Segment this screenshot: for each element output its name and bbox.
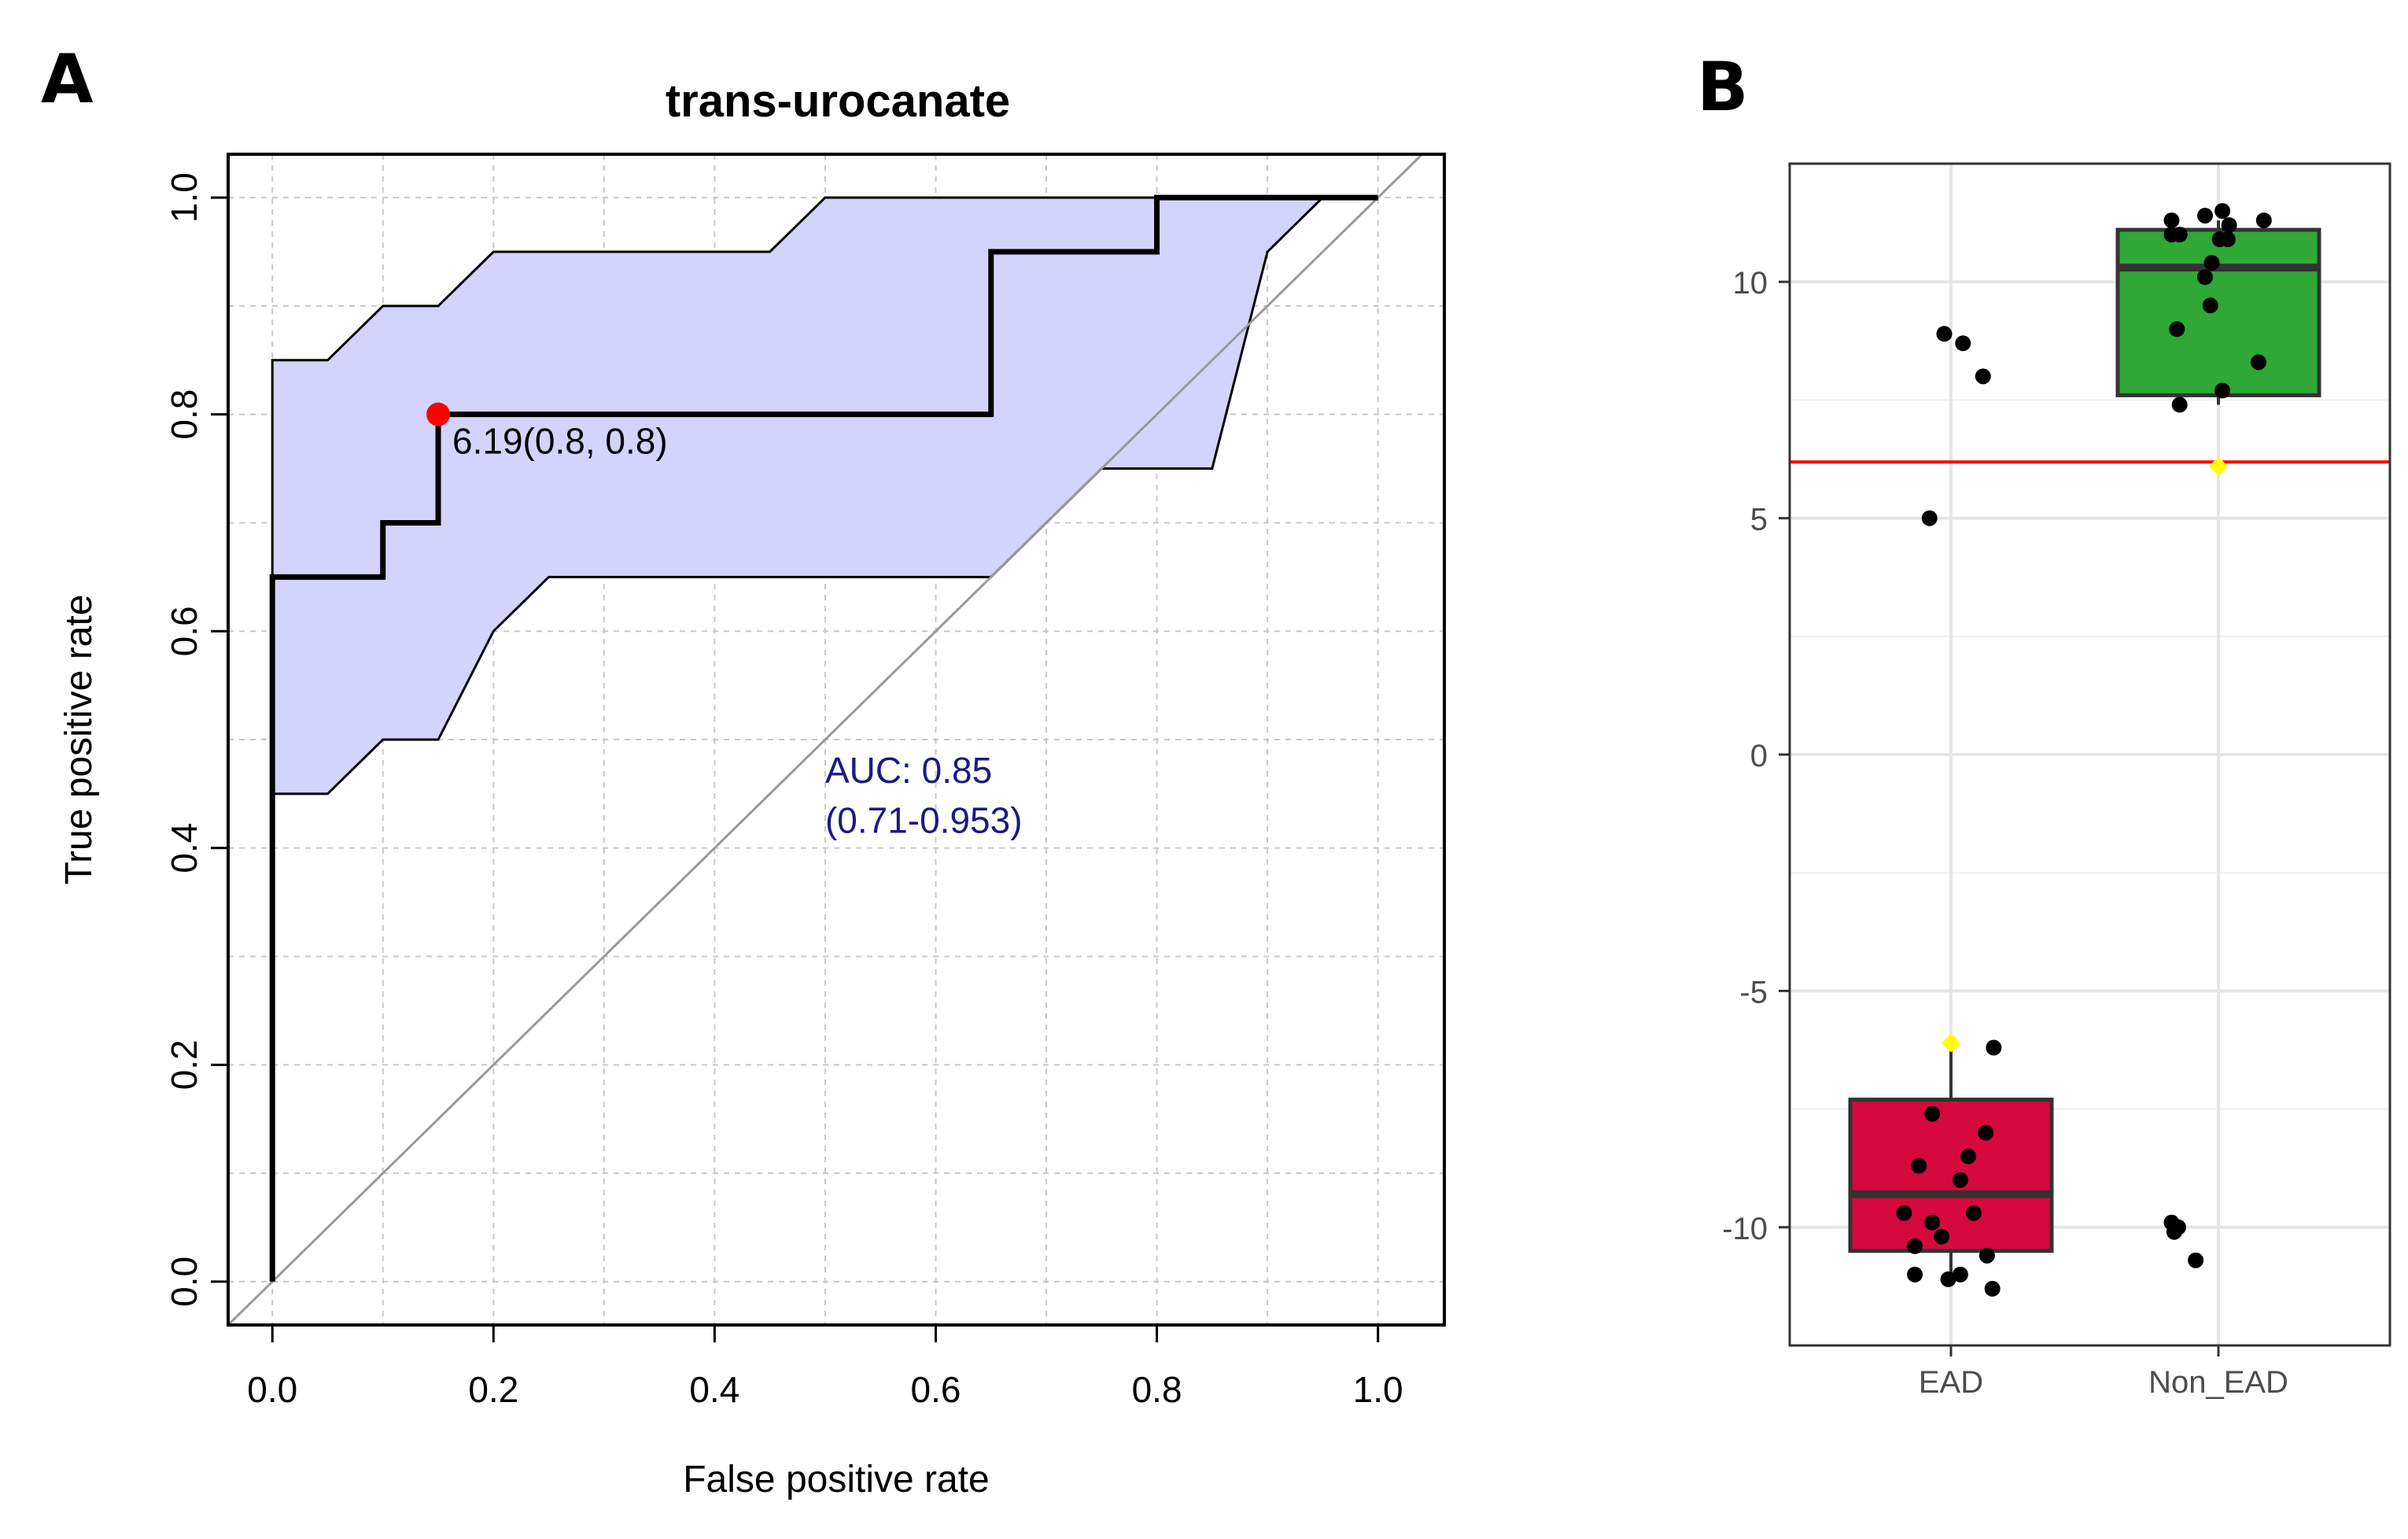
roc-x-tick-label: 0.2 xyxy=(468,1369,518,1410)
boxplot-x-axis: EAD Non_EAD xyxy=(1919,1345,2288,1400)
boxplot-point xyxy=(1907,1266,1923,1282)
boxplot-point xyxy=(1952,1172,1968,1188)
boxplot-y-tick-label: 10 xyxy=(1733,266,1768,301)
boxplot-point xyxy=(2188,1252,2204,1268)
boxplot-point xyxy=(1978,1247,1995,1264)
roc-x-axis-label: False positive rate xyxy=(683,1459,990,1500)
boxplot-x-tick-label: Non_EAD xyxy=(2148,1365,2288,1400)
panel-a-letter: A xyxy=(41,40,94,119)
roc-x-tick-label: 0.6 xyxy=(911,1369,961,1410)
boxplot-point xyxy=(2251,354,2266,371)
boxplot-point xyxy=(1921,510,1938,526)
boxplot-point xyxy=(1940,1271,1956,1287)
boxplot-point xyxy=(2171,397,2188,413)
boxplot-point xyxy=(1952,1266,1968,1282)
boxplot-y-axis: -10 -5 0 5 10 xyxy=(1722,266,1790,1246)
boxplot-point xyxy=(2197,269,2213,286)
boxplot-box-non-ead xyxy=(2115,227,2321,397)
boxplot-point xyxy=(1896,1205,1912,1221)
boxplot-point xyxy=(1984,1280,2001,1297)
boxplot-point xyxy=(2203,255,2220,271)
boxplot-y-tick-label: -10 xyxy=(1722,1212,1768,1246)
boxplot-point xyxy=(1936,326,1953,342)
boxplot-point xyxy=(1955,335,1971,352)
roc-y-axis: 0.0 0.2 0.4 0.6 0.8 1.0 xyxy=(164,172,228,1307)
roc-x-axis: 0.0 0.2 0.4 0.6 0.8 1.0 xyxy=(247,1325,1403,1410)
roc-y-tick-label: 0.6 xyxy=(164,606,205,656)
panel-b-letter: B xyxy=(1697,48,1749,127)
boxplot-point xyxy=(1975,368,1991,385)
boxplot-mean-markers xyxy=(1942,456,2228,1053)
boxplot-point xyxy=(2214,382,2231,399)
roc-chart: trans-urocanate 6.19(0.8, 0.8) AUC: 0.85… xyxy=(58,76,1446,1500)
boxplot-box-ead xyxy=(1848,1098,2054,1253)
boxplot-point xyxy=(2221,217,2237,234)
boxplot-point xyxy=(1924,1105,1941,1122)
roc-y-tick-label: 0.4 xyxy=(164,823,205,873)
roc-auc-ci-label: (0.71-0.953) xyxy=(825,799,1023,840)
boxplot-point xyxy=(2197,208,2213,224)
boxplot-point xyxy=(1986,1039,2002,1056)
boxplot-point xyxy=(1978,1124,1994,1141)
roc-best-threshold-point xyxy=(426,402,451,426)
boxplot-x-tick-label: EAD xyxy=(1919,1365,1983,1400)
boxplot-mean-marker xyxy=(2209,456,2228,476)
roc-plot-frame xyxy=(227,153,1446,1327)
boxplot-point xyxy=(2255,212,2272,229)
boxplot-point xyxy=(2219,231,2236,248)
roc-confidence-band xyxy=(271,196,1326,795)
roc-y-axis-label: True positive rate xyxy=(58,594,100,884)
boxplot-point xyxy=(1911,1157,1927,1174)
boxplot-y-tick-label: 0 xyxy=(1750,739,1768,773)
roc-x-tick-label: 1.0 xyxy=(1353,1369,1403,1410)
boxplot-points xyxy=(1896,203,2272,1297)
boxplot-point xyxy=(1924,1214,1941,1231)
roc-y-tick-label: 0.2 xyxy=(164,1039,205,1090)
roc-y-tick-label: 0.8 xyxy=(164,389,205,440)
roc-y-tick-label: 0.0 xyxy=(164,1257,205,1307)
boxplot-boxes xyxy=(1848,220,2321,1284)
boxplot-point xyxy=(2202,297,2218,314)
roc-y-tick-label: 1.0 xyxy=(164,172,205,223)
boxplot-point xyxy=(1907,1238,1923,1254)
boxplot-point xyxy=(2214,203,2231,220)
boxplot-point xyxy=(2169,321,2185,338)
boxplot-chart: -10 -5 0 5 10 EAD Non_EAD xyxy=(1722,162,2391,1400)
roc-auc-label: AUC: 0.85 xyxy=(825,750,992,791)
boxplot-point xyxy=(1934,1228,1950,1245)
roc-diagonal-line xyxy=(227,153,1423,1327)
boxplot-point xyxy=(2170,1219,2186,1235)
boxplot-point xyxy=(1965,1205,1982,1221)
boxplot-y-tick-label: -5 xyxy=(1739,975,1768,1009)
boxplot-point xyxy=(1960,1148,1977,1164)
boxplot-y-tick-label: 5 xyxy=(1750,503,1768,537)
roc-x-tick-label: 0.4 xyxy=(689,1369,739,1410)
roc-x-tick-label: 0.0 xyxy=(247,1369,297,1410)
boxplot-point xyxy=(2171,227,2188,243)
boxplot-point xyxy=(2163,212,2180,229)
boxplot-mean-marker xyxy=(1942,1033,1960,1053)
roc-title: trans-urocanate xyxy=(666,76,1010,127)
roc-best-threshold-label: 6.19(0.8, 0.8) xyxy=(452,421,668,462)
roc-x-tick-label: 0.8 xyxy=(1132,1369,1182,1410)
